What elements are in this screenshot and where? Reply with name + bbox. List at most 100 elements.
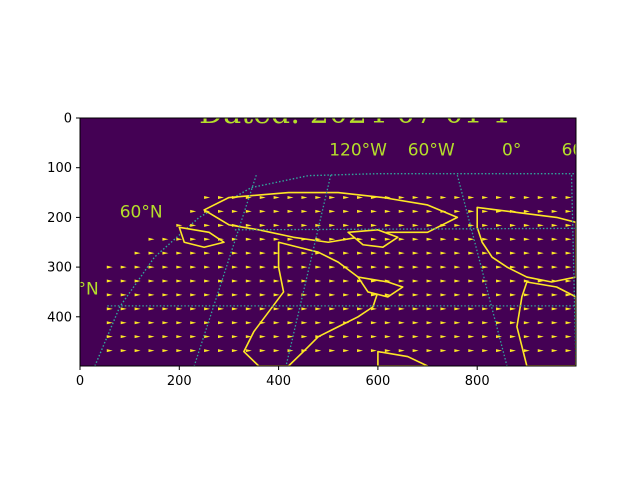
wind-arrow <box>343 237 350 241</box>
y-axis: 0 100 200 300 400 <box>47 112 80 325</box>
wind-arrow <box>231 196 238 200</box>
wind-arrow <box>412 237 419 241</box>
wind-arrow <box>398 293 405 297</box>
wind-arrow <box>259 321 266 325</box>
wind-arrow <box>523 349 530 353</box>
wind-arrow <box>301 349 308 353</box>
x-tick-label: 800 <box>465 374 490 389</box>
wind-arrow <box>329 223 336 227</box>
wind-arrow <box>370 293 377 297</box>
wind-arrow <box>329 321 336 325</box>
wind-arrow <box>329 307 336 311</box>
wind-arrow <box>370 237 377 241</box>
wind-arrow <box>482 349 489 353</box>
wind-arrow <box>426 307 433 311</box>
wind-arrow <box>120 335 127 339</box>
wind-arrow <box>176 265 183 269</box>
wind-arrow <box>426 279 433 283</box>
wind-arrow <box>245 251 252 255</box>
wind-arrow <box>370 321 377 325</box>
wind-arrow <box>204 265 211 269</box>
wind-arrow <box>523 293 530 297</box>
wind-arrow <box>343 265 350 269</box>
wind-arrow <box>426 196 433 200</box>
wind-arrow <box>190 251 197 255</box>
wind-arrow <box>412 321 419 325</box>
wind-arrow <box>106 279 113 283</box>
wind-arrow <box>218 223 225 227</box>
wind-arrow <box>412 196 419 200</box>
wind-arrow <box>440 349 447 353</box>
wind-arrow <box>468 237 475 241</box>
wind-arrow <box>259 209 266 213</box>
wind-arrow <box>454 223 461 227</box>
wind-arrow <box>482 223 489 227</box>
wind-arrow <box>398 349 405 353</box>
wind-arrow <box>259 251 266 255</box>
wind-arrow <box>148 251 155 255</box>
wind-arrow <box>245 293 252 297</box>
wind-arrow <box>454 335 461 339</box>
wind-arrow <box>162 349 169 353</box>
wind-arrow <box>301 321 308 325</box>
wind-arrow <box>273 265 280 269</box>
wind-arrow <box>204 223 211 227</box>
wind-arrow <box>357 196 364 200</box>
dated-title: Dated: 2024-07-01 1 <box>199 96 511 131</box>
wind-arrow <box>412 307 419 311</box>
wind-arrow <box>287 293 294 297</box>
wind-arrow <box>218 196 225 200</box>
wind-arrow <box>357 279 364 283</box>
wind-arrow <box>259 223 266 227</box>
wind-arrow <box>468 279 475 283</box>
wind-arrow <box>218 251 225 255</box>
wind-arrow <box>440 265 447 269</box>
wind-arrow <box>509 237 516 241</box>
wind-arrow <box>218 279 225 283</box>
wind-arrow <box>204 349 211 353</box>
wind-arrow <box>134 265 141 269</box>
wind-arrow <box>162 321 169 325</box>
wind-arrow <box>106 349 113 353</box>
wind-arrow <box>343 196 350 200</box>
wind-arrow <box>523 196 530 200</box>
wind-arrow <box>412 265 419 269</box>
coastline-7 <box>377 350 429 366</box>
wind-arrow <box>357 293 364 297</box>
wind-arrow <box>106 321 113 325</box>
wind-arrow <box>426 223 433 227</box>
wind-arrow <box>496 237 503 241</box>
wind-arrow <box>468 349 475 353</box>
plot-frame <box>79 117 577 367</box>
wind-arrow <box>426 349 433 353</box>
wind-arrow <box>370 349 377 353</box>
wind-arrow <box>509 223 516 227</box>
wind-arrow <box>287 223 294 227</box>
wind-arrow <box>496 293 503 297</box>
wind-arrow <box>301 307 308 311</box>
wind-arrow <box>412 209 419 213</box>
wind-arrow <box>440 279 447 283</box>
wind-arrow <box>454 349 461 353</box>
wind-arrow <box>315 307 322 311</box>
wind-arrow <box>315 209 322 213</box>
wind-arrow <box>509 251 516 255</box>
wind-arrow <box>398 237 405 241</box>
wind-arrow <box>370 335 377 339</box>
wind-arrow <box>162 307 169 311</box>
wind-arrow <box>551 307 558 311</box>
wind-arrow <box>565 251 572 255</box>
wind-arrow <box>204 293 211 297</box>
wind-arrow <box>343 335 350 339</box>
wind-arrow <box>343 307 350 311</box>
wind-arrow <box>287 196 294 200</box>
wind-arrow <box>398 335 405 339</box>
wind-arrow <box>120 265 127 269</box>
wind-arrow <box>273 279 280 283</box>
wind-arrow <box>454 307 461 311</box>
x-tick-label: 600 <box>365 374 390 389</box>
wind-arrow <box>273 251 280 255</box>
wind-arrow <box>176 307 183 311</box>
wind-arrow <box>204 196 211 200</box>
